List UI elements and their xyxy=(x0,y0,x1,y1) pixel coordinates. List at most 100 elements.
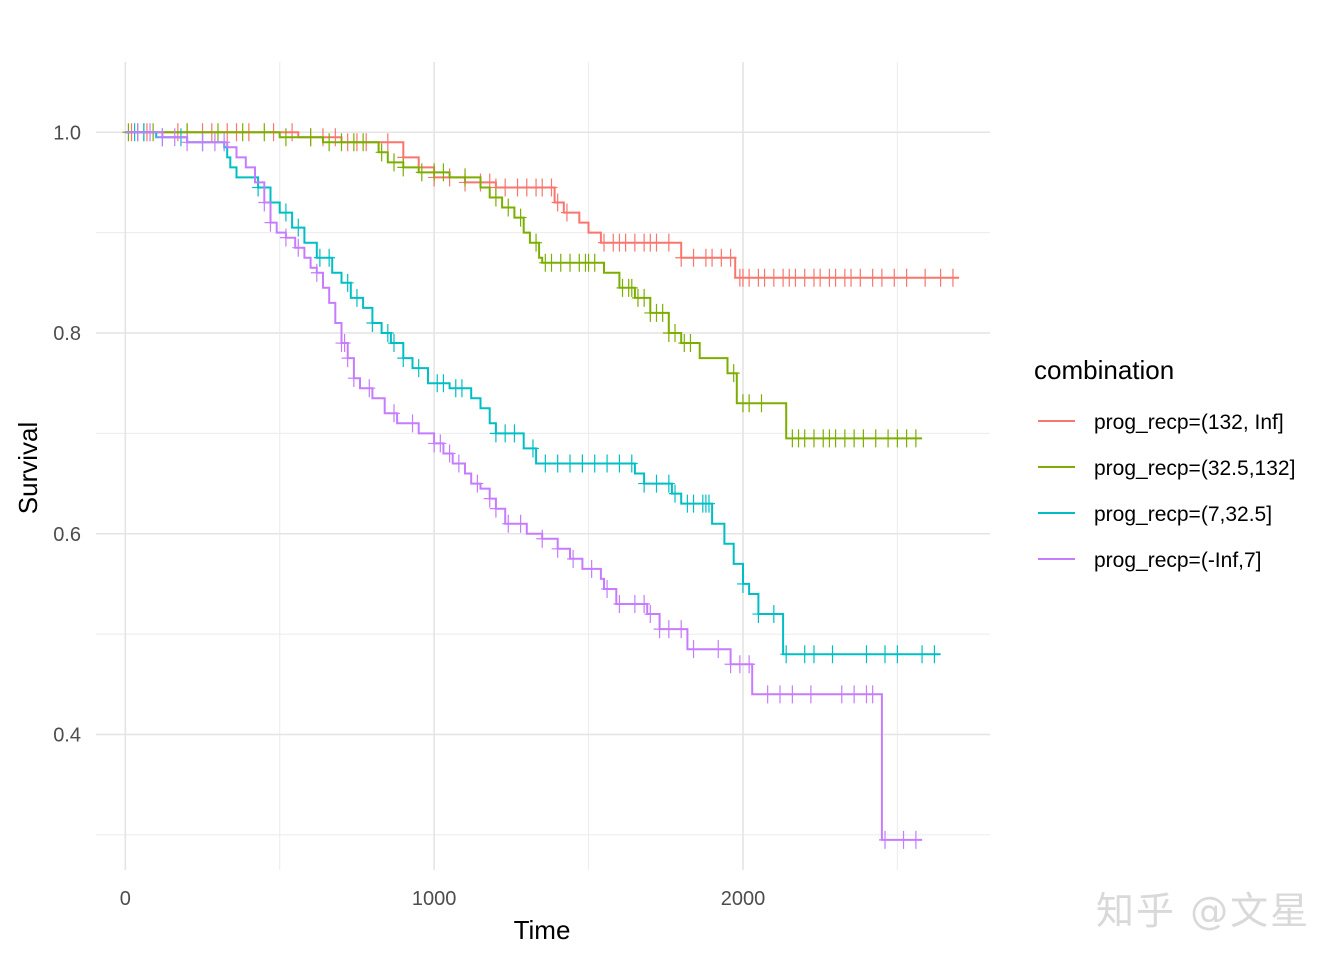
censor-mark xyxy=(638,595,651,614)
censor-mark xyxy=(702,494,715,513)
censor-mark xyxy=(875,268,888,287)
censor-mark xyxy=(601,454,614,473)
censor-mark xyxy=(218,133,231,152)
watermark: 知乎 @文星 xyxy=(1096,889,1311,933)
censor-mark xyxy=(774,685,787,704)
censor-mark xyxy=(780,645,793,664)
legend-label: prog_recp=(7,32.5] xyxy=(1094,503,1272,526)
censor-mark xyxy=(388,153,400,172)
legend-items: prog_recp=(132, Inf] prog_recp=(32.5,132]… xyxy=(1038,411,1295,572)
censor-mark xyxy=(236,123,249,142)
grid-major xyxy=(96,62,990,870)
censor-mark xyxy=(755,394,768,413)
censor-mark xyxy=(168,128,181,147)
series-3 xyxy=(125,123,941,664)
censor-mark xyxy=(662,233,675,252)
censor-mark xyxy=(258,193,271,212)
y-tick-label: 0.8 xyxy=(53,323,81,345)
legend-item: prog_recp=(7,32.5] xyxy=(1038,503,1272,526)
censor-mark xyxy=(363,379,376,398)
censor-mark xyxy=(752,605,765,624)
censor-mark xyxy=(638,288,651,307)
censor-mark xyxy=(848,685,861,704)
legend-label: prog_recp=(32.5,132] xyxy=(1094,457,1295,480)
x-tick-label: 1000 xyxy=(412,888,457,910)
censor-mark xyxy=(514,208,527,227)
censor-mark xyxy=(687,248,700,267)
x-axis-title: Time xyxy=(514,915,571,945)
series-4 xyxy=(125,123,923,849)
censor-mark xyxy=(625,454,638,473)
censor-mark xyxy=(866,685,879,704)
censor-mark xyxy=(712,640,725,659)
censor-mark xyxy=(564,454,577,473)
censor-mark xyxy=(625,278,638,297)
censor-mark xyxy=(879,645,892,664)
censor-mark xyxy=(900,268,913,287)
y-tick-labels: 0.4 0.6 0.8 1.0 xyxy=(53,122,81,746)
censor-mark xyxy=(669,484,682,503)
censor-mark xyxy=(804,685,817,704)
censor-mark xyxy=(786,685,799,704)
series-line xyxy=(125,131,941,656)
censor-mark xyxy=(341,273,354,292)
censor-mark xyxy=(304,128,317,147)
censor-mark xyxy=(736,574,749,593)
censor-mark xyxy=(909,830,922,849)
censor-mark xyxy=(662,620,675,639)
censor-mark xyxy=(743,394,756,413)
censor-mark xyxy=(551,454,564,473)
x-tick-labels: 0 1000 2000 xyxy=(120,888,765,910)
censor-mark xyxy=(662,474,675,493)
censor-mark xyxy=(350,288,363,307)
censor-mark xyxy=(144,123,157,142)
censor-mark xyxy=(412,359,425,378)
censor-mark xyxy=(502,514,515,533)
censor-mark xyxy=(675,620,688,639)
y-tick-label: 0.4 xyxy=(53,724,81,746)
legend-title: combination xyxy=(1034,355,1174,385)
censor-mark xyxy=(397,158,410,177)
censor-mark xyxy=(767,605,780,624)
censor-mark xyxy=(897,830,910,849)
censor-mark xyxy=(279,228,292,247)
censor-mark xyxy=(279,128,292,147)
censor-mark xyxy=(338,334,351,353)
censor-mark xyxy=(181,133,194,152)
censor-mark xyxy=(539,454,552,473)
censor-mark xyxy=(854,268,867,287)
censor-mark xyxy=(669,324,682,343)
legend-label: prog_recp=(132, Inf] xyxy=(1094,411,1284,434)
censor-mark xyxy=(576,454,589,473)
censor-mark xyxy=(252,178,265,197)
censor-mark xyxy=(530,233,543,252)
legend-item: prog_recp=(-Inf,7] xyxy=(1038,549,1262,572)
legend-item: prog_recp=(32.5,132] xyxy=(1038,457,1295,480)
y-axis-title: Survival xyxy=(13,422,43,514)
y-tick-label: 1.0 xyxy=(53,122,81,144)
censor-mark xyxy=(638,474,651,493)
y-tick-label: 0.6 xyxy=(53,524,81,546)
legend-item: prog_recp=(132, Inf] xyxy=(1038,411,1284,434)
censor-mark xyxy=(919,268,932,287)
censor-mark xyxy=(656,303,669,322)
censor-mark xyxy=(341,349,354,368)
censor-mark xyxy=(310,263,323,282)
censor-mark xyxy=(588,454,601,473)
censor-mark xyxy=(131,123,144,142)
censor-mark xyxy=(934,268,947,287)
censor-mark xyxy=(946,268,959,287)
censor-mark xyxy=(292,238,305,257)
censor-mark xyxy=(323,133,336,152)
censor-mark xyxy=(684,334,697,353)
censor-mark xyxy=(366,313,379,332)
censor-mark xyxy=(650,474,663,493)
censor-mark xyxy=(443,444,456,463)
censor-mark xyxy=(826,645,839,664)
censor-mark xyxy=(502,198,515,217)
grid-minor xyxy=(96,62,990,870)
censor-mark xyxy=(687,640,700,659)
censor-mark xyxy=(357,133,370,152)
censor-mark xyxy=(452,454,465,473)
